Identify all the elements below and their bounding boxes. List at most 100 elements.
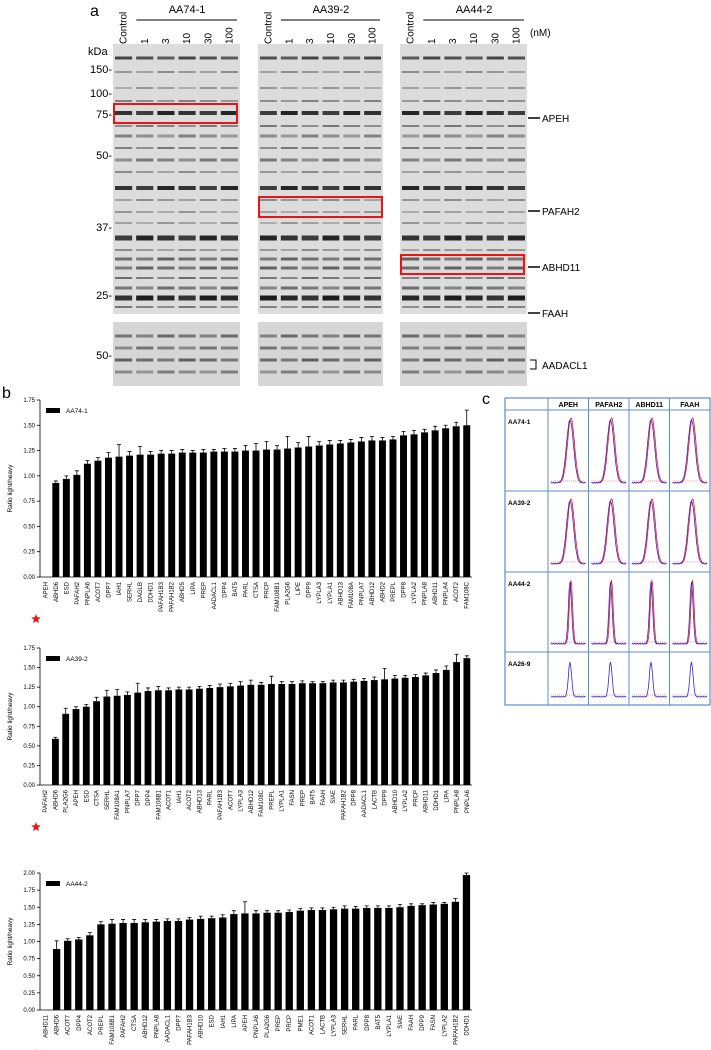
bar <box>124 694 131 785</box>
x-tick-label: LYPLA3 <box>332 1014 338 1036</box>
gel-band <box>260 346 277 350</box>
gel-band <box>486 71 504 73</box>
gel-band <box>178 147 196 149</box>
gel-band <box>423 277 441 279</box>
bar <box>82 706 90 785</box>
gel-band <box>178 346 196 350</box>
gel-band <box>402 147 420 149</box>
bar <box>75 939 83 1010</box>
x-tick-label: ABHD11 <box>433 581 439 605</box>
gel-band <box>178 277 196 279</box>
gel-band <box>486 266 504 270</box>
error-bar <box>143 919 148 923</box>
x-tick-label: ABHD6 <box>53 789 59 810</box>
gel-band <box>157 71 175 73</box>
bar <box>381 679 388 785</box>
gel-band <box>322 125 340 127</box>
error-bar <box>198 915 203 919</box>
gel-band <box>507 158 525 162</box>
gel-band <box>423 257 441 261</box>
bar <box>410 434 418 577</box>
gel-band <box>260 306 277 308</box>
bar <box>368 440 376 577</box>
bar <box>422 675 430 785</box>
gel-band <box>115 158 133 162</box>
gel-band <box>423 235 441 241</box>
x-tick-label: PNPLA7 <box>125 789 131 813</box>
gel-band <box>322 334 340 338</box>
x-tick-label: ABHD12 <box>143 1014 149 1038</box>
gel-band <box>157 134 175 138</box>
gel-band <box>486 186 504 190</box>
trace-row-label: AA39-2 <box>508 500 531 507</box>
gel-band <box>199 134 217 138</box>
error-bar <box>300 680 305 684</box>
gel-band <box>343 158 361 162</box>
gel-band <box>220 186 238 190</box>
gel-band <box>136 87 154 89</box>
error-bar <box>232 448 237 452</box>
bar <box>130 923 138 1010</box>
x-tick-label: SIAE <box>331 790 337 804</box>
gel-band <box>157 211 175 213</box>
trace-heavy <box>591 419 627 484</box>
gel-band <box>402 186 420 190</box>
bar <box>52 738 59 785</box>
gel-band <box>280 111 298 115</box>
gel-band <box>364 306 381 308</box>
gel-band <box>486 222 504 224</box>
gel-band <box>260 370 277 374</box>
gel-band <box>157 171 175 173</box>
x-tick-label: ABHD12 <box>249 789 255 813</box>
bar <box>136 454 144 577</box>
gel-band <box>301 71 319 73</box>
gel-band <box>465 87 483 89</box>
x-tick-label: PLA2G6 <box>64 789 70 812</box>
x-tick-label: PRCP <box>287 1015 293 1032</box>
error-bar <box>76 936 81 940</box>
error-bar <box>443 424 448 429</box>
bar <box>462 875 471 1010</box>
gel-band <box>402 266 420 270</box>
x-tick-label: SERHL <box>128 581 134 602</box>
gel-band <box>301 158 319 162</box>
gel-band <box>199 257 217 261</box>
gel-band <box>465 147 483 149</box>
gel-band <box>199 71 217 73</box>
error-bar <box>375 905 380 908</box>
error-bar <box>187 686 192 690</box>
lane-label: 3 <box>305 38 316 44</box>
y-tick-label: 1.50 <box>23 423 35 429</box>
bar <box>391 678 399 785</box>
gel-band <box>322 257 340 261</box>
gel-band <box>260 266 277 270</box>
gel-band <box>322 56 340 60</box>
target-star <box>31 614 41 623</box>
bar <box>252 450 260 577</box>
bar <box>451 901 460 1010</box>
y-tick-label: 0.50 <box>23 744 35 750</box>
bar <box>347 442 355 577</box>
trace-heavy <box>631 419 667 484</box>
gel-band <box>260 222 277 224</box>
gel-band <box>178 334 196 338</box>
x-tick-label: FAM108C <box>259 789 265 816</box>
error-bar <box>351 678 356 682</box>
gel-band <box>364 87 381 89</box>
bar <box>284 448 292 577</box>
gel-band <box>465 249 483 251</box>
x-tick-label: LIPE <box>296 582 302 595</box>
gel-band <box>444 266 462 270</box>
gel-band <box>178 71 196 73</box>
gel-band <box>115 306 133 308</box>
gel-band <box>220 266 238 270</box>
bar <box>429 904 437 1010</box>
gel-band <box>136 266 154 270</box>
gel-band <box>465 199 483 201</box>
gel-band <box>280 266 298 270</box>
gel-band <box>322 370 340 374</box>
error-bar <box>238 681 243 686</box>
gel-band <box>364 147 381 149</box>
error-bar <box>165 918 170 921</box>
gel-band <box>280 306 298 308</box>
